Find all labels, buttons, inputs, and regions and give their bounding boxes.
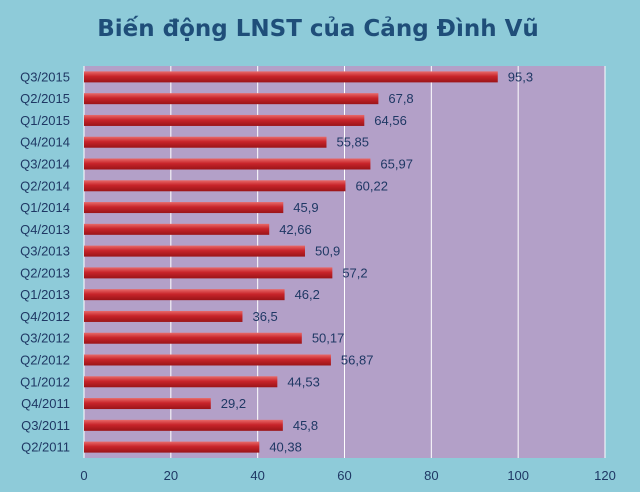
data-label: 56,87 — [341, 353, 374, 368]
category-label: Q4/2011 — [21, 396, 70, 411]
category-label: Q4/2014 — [20, 135, 70, 150]
bar — [84, 136, 327, 148]
data-label: 95,3 — [508, 69, 533, 84]
data-label: 55,85 — [336, 135, 369, 150]
bar — [84, 419, 283, 431]
x-tick-label: 120 — [594, 468, 616, 483]
data-label: 44,53 — [287, 374, 320, 389]
value-labels: 95,367,864,5655,8565,9760,2245,942,6650,… — [221, 69, 533, 454]
x-tick-label: 100 — [507, 468, 529, 483]
bar — [84, 376, 278, 388]
data-label: 29,2 — [221, 396, 246, 411]
data-label: 42,66 — [279, 222, 312, 237]
bar — [84, 245, 305, 257]
category-label: Q3/2015 — [20, 69, 70, 84]
bar — [84, 202, 284, 214]
category-label: Q3/2013 — [20, 244, 70, 259]
category-label: Q3/2011 — [21, 418, 70, 433]
data-label: 45,9 — [293, 200, 318, 215]
data-label: 64,56 — [374, 113, 407, 128]
bar — [84, 441, 260, 453]
bar — [84, 71, 498, 83]
category-labels: Q3/2015 Q2/2015 Q1/2015 Q4/2014 Q3/2014 Q2/20… — [20, 69, 70, 454]
category-label: Q2/2013 — [20, 265, 70, 280]
bar — [84, 289, 285, 301]
category-label: Q1/2015 — [20, 113, 70, 128]
x-tick-label: 60 — [337, 468, 351, 483]
x-tick-label: 40 — [250, 468, 264, 483]
x-tick-label: 80 — [424, 468, 438, 483]
category-label: Q2/2015 — [20, 91, 70, 106]
category-label: Q4/2012 — [20, 309, 70, 324]
bar — [84, 398, 211, 410]
bar — [84, 267, 333, 279]
data-label: 36,5 — [252, 309, 277, 324]
data-label: 65,97 — [380, 157, 413, 172]
bar — [84, 93, 379, 105]
bar — [84, 114, 365, 126]
x-tick-labels: 0 20 40 60 80 100 120 — [80, 468, 615, 483]
category-label: Q4/2013 — [20, 222, 70, 237]
category-label: Q1/2012 — [20, 374, 70, 389]
data-label: 40,38 — [269, 440, 302, 455]
data-label: 57,2 — [342, 265, 367, 280]
bar — [84, 158, 371, 170]
data-label: 46,2 — [295, 287, 320, 302]
data-label: 50,17 — [312, 331, 345, 346]
bar — [84, 310, 243, 322]
data-label: 67,8 — [388, 91, 413, 106]
x-tick-label: 20 — [164, 468, 178, 483]
bar — [84, 180, 346, 192]
data-label: 60,22 — [355, 178, 388, 193]
category-label: Q2/2012 — [20, 353, 70, 368]
bar — [84, 354, 331, 366]
category-label: Q3/2012 — [20, 331, 70, 346]
category-label: Q1/2014 — [20, 200, 70, 215]
category-label: Q3/2014 — [20, 157, 70, 172]
bar — [84, 223, 270, 235]
gridlines — [83, 66, 606, 458]
data-label: 45,8 — [293, 418, 318, 433]
category-label: Q1/2013 — [20, 287, 70, 302]
x-tick-label: 0 — [80, 468, 87, 483]
bar — [84, 332, 302, 344]
category-label: Q2/2011 — [21, 440, 70, 455]
category-label: Q2/2014 — [20, 178, 70, 193]
bars — [84, 71, 498, 453]
chart-title: Biến động LNST của Cảng Đình Vũ — [97, 15, 539, 42]
data-label: 50,9 — [315, 244, 340, 259]
